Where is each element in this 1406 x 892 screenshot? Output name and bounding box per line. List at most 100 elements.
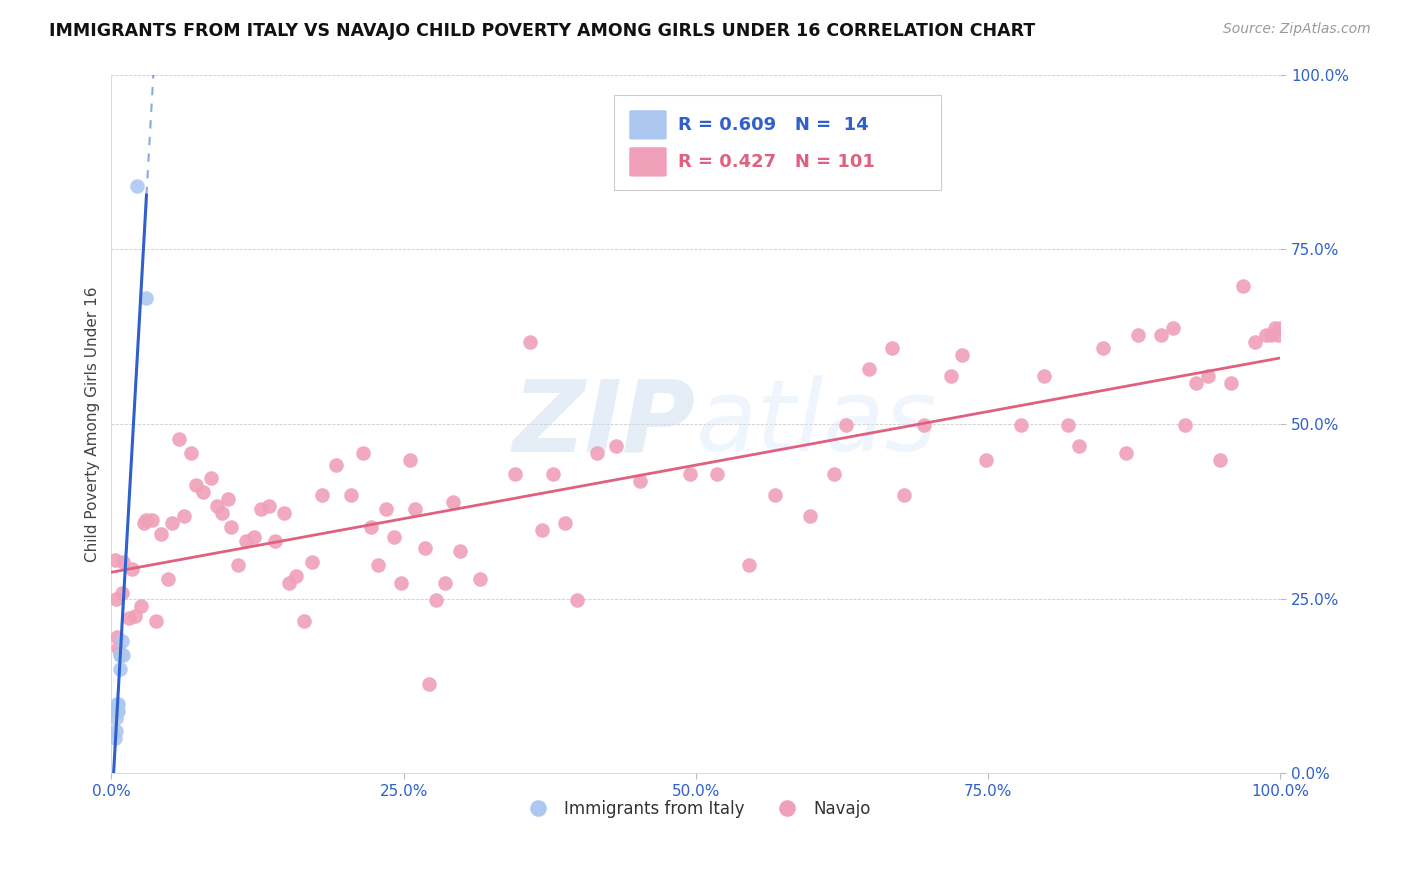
Point xyxy=(285,569,308,583)
Point xyxy=(104,553,127,567)
Point xyxy=(110,648,132,662)
Text: ZIP: ZIP xyxy=(513,376,696,473)
Point xyxy=(1173,418,1195,433)
Point xyxy=(1150,327,1173,342)
Point xyxy=(1243,334,1265,349)
Point xyxy=(108,648,131,662)
Point xyxy=(134,516,156,531)
Point xyxy=(1033,369,1056,384)
Point xyxy=(468,572,491,586)
Point xyxy=(235,534,257,549)
Point xyxy=(1091,342,1114,356)
Text: Source: ZipAtlas.com: Source: ZipAtlas.com xyxy=(1223,22,1371,37)
Point xyxy=(325,458,347,472)
FancyBboxPatch shape xyxy=(630,111,666,139)
Point xyxy=(585,446,607,460)
Point xyxy=(105,591,128,606)
Point xyxy=(952,349,974,363)
Point xyxy=(105,724,128,739)
Point xyxy=(1126,327,1149,342)
Point xyxy=(145,614,167,628)
Point xyxy=(882,342,904,356)
Point xyxy=(243,530,266,544)
Point xyxy=(149,527,172,541)
Point xyxy=(503,467,526,482)
Point xyxy=(413,541,436,556)
Point xyxy=(1056,418,1078,433)
Point xyxy=(1220,376,1243,391)
Point xyxy=(118,611,141,625)
Point xyxy=(219,520,242,534)
Point xyxy=(105,697,128,711)
Text: atlas: atlas xyxy=(696,376,938,473)
Point xyxy=(1267,327,1289,342)
Point xyxy=(278,576,301,591)
Point xyxy=(799,509,821,524)
Point xyxy=(250,502,273,516)
Point xyxy=(1115,446,1137,460)
Point xyxy=(205,500,228,514)
Point xyxy=(352,446,374,460)
Point xyxy=(226,558,249,573)
Point xyxy=(1161,320,1184,334)
Point xyxy=(112,555,135,569)
Point xyxy=(173,509,195,524)
Point xyxy=(628,475,651,489)
Point xyxy=(107,640,129,655)
Point xyxy=(105,710,128,724)
Y-axis label: Child Poverty Among Girls Under 16: Child Poverty Among Girls Under 16 xyxy=(86,286,100,562)
Point xyxy=(292,614,315,628)
Point xyxy=(706,467,728,482)
Point xyxy=(1260,327,1282,342)
Point xyxy=(257,500,280,514)
Point xyxy=(104,731,127,746)
Text: IMMIGRANTS FROM ITALY VS NAVAJO CHILD POVERTY AMONG GIRLS UNDER 16 CORRELATION C: IMMIGRANTS FROM ITALY VS NAVAJO CHILD PO… xyxy=(49,22,1035,40)
Point xyxy=(200,471,222,485)
Point xyxy=(156,572,179,586)
Point xyxy=(191,485,214,500)
Point xyxy=(180,446,202,460)
Point xyxy=(108,662,131,676)
Legend: Immigrants from Italy, Navajo: Immigrants from Italy, Navajo xyxy=(515,793,877,824)
Point xyxy=(912,418,935,433)
Point xyxy=(121,562,143,576)
Point xyxy=(763,488,786,502)
Point xyxy=(418,677,440,691)
Point xyxy=(1069,439,1091,453)
Point xyxy=(124,609,146,624)
Point xyxy=(543,467,565,482)
Point xyxy=(1264,320,1286,334)
Point xyxy=(974,453,997,467)
Point xyxy=(530,523,553,537)
Text: R = 0.427   N = 101: R = 0.427 N = 101 xyxy=(678,153,876,171)
Point xyxy=(107,704,129,718)
Point xyxy=(834,418,856,433)
Point xyxy=(340,488,363,502)
Point xyxy=(1208,453,1230,467)
Point xyxy=(273,507,295,521)
Point xyxy=(167,433,190,447)
Point xyxy=(939,369,962,384)
Point xyxy=(433,576,456,591)
Point xyxy=(1010,418,1032,433)
Point xyxy=(605,439,627,453)
Point xyxy=(375,502,398,516)
Point xyxy=(389,576,412,591)
Point xyxy=(737,558,759,573)
Point xyxy=(425,593,447,607)
Point xyxy=(105,630,128,644)
Point xyxy=(858,362,880,376)
Point xyxy=(217,492,239,507)
Point xyxy=(893,488,915,502)
Point xyxy=(111,633,134,648)
Point xyxy=(519,334,541,349)
Point xyxy=(107,697,129,711)
Point xyxy=(679,467,702,482)
FancyBboxPatch shape xyxy=(614,95,942,190)
Point xyxy=(565,593,588,607)
Point xyxy=(211,507,233,521)
Point xyxy=(184,478,207,492)
Point xyxy=(311,488,333,502)
Point xyxy=(127,179,149,194)
Point xyxy=(112,648,135,662)
